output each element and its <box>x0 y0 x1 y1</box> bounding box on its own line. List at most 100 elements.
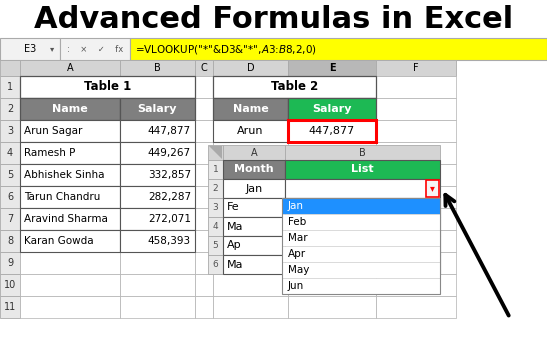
FancyBboxPatch shape <box>426 180 439 197</box>
FancyBboxPatch shape <box>195 230 213 252</box>
FancyBboxPatch shape <box>208 236 223 255</box>
FancyBboxPatch shape <box>213 120 288 142</box>
Text: 9: 9 <box>7 258 13 268</box>
FancyBboxPatch shape <box>120 186 195 208</box>
Text: Mar: Mar <box>288 233 307 243</box>
FancyBboxPatch shape <box>213 98 288 120</box>
FancyBboxPatch shape <box>213 186 288 208</box>
FancyBboxPatch shape <box>120 230 195 252</box>
FancyBboxPatch shape <box>285 236 440 255</box>
FancyBboxPatch shape <box>213 76 288 98</box>
Text: List: List <box>351 165 374 174</box>
FancyBboxPatch shape <box>0 230 20 252</box>
FancyBboxPatch shape <box>20 98 120 120</box>
FancyBboxPatch shape <box>120 142 195 164</box>
Text: 2: 2 <box>213 184 218 193</box>
Text: Fe: Fe <box>227 203 240 213</box>
FancyBboxPatch shape <box>20 164 120 186</box>
Text: 1: 1 <box>213 165 218 174</box>
FancyBboxPatch shape <box>213 164 288 186</box>
FancyBboxPatch shape <box>20 142 120 164</box>
Text: =VLOOKUP("*"&D3&"*",$A$3:$B$8,2,0): =VLOOKUP("*"&D3&"*",$A$3:$B$8,2,0) <box>135 42 317 55</box>
FancyBboxPatch shape <box>376 230 456 252</box>
Text: B: B <box>154 63 161 73</box>
FancyBboxPatch shape <box>120 120 195 142</box>
FancyBboxPatch shape <box>288 208 376 230</box>
FancyBboxPatch shape <box>130 38 547 60</box>
Text: Name: Name <box>52 104 88 114</box>
FancyBboxPatch shape <box>195 60 213 76</box>
FancyBboxPatch shape <box>285 198 440 217</box>
FancyBboxPatch shape <box>223 236 285 255</box>
FancyBboxPatch shape <box>282 214 440 230</box>
Text: Table 2: Table 2 <box>271 80 318 94</box>
FancyBboxPatch shape <box>20 164 120 186</box>
FancyBboxPatch shape <box>120 76 195 98</box>
FancyBboxPatch shape <box>20 186 120 208</box>
FancyBboxPatch shape <box>213 98 288 120</box>
FancyBboxPatch shape <box>376 76 456 98</box>
Text: 4: 4 <box>213 222 218 231</box>
Text: Name: Name <box>232 104 269 114</box>
FancyBboxPatch shape <box>0 296 20 318</box>
FancyBboxPatch shape <box>208 198 223 217</box>
FancyBboxPatch shape <box>0 208 20 230</box>
FancyBboxPatch shape <box>376 120 456 142</box>
FancyBboxPatch shape <box>0 98 20 120</box>
FancyBboxPatch shape <box>223 179 285 198</box>
FancyBboxPatch shape <box>208 217 223 236</box>
Text: 282,287: 282,287 <box>148 192 191 202</box>
FancyBboxPatch shape <box>120 252 195 274</box>
Text: E3: E3 <box>24 44 36 54</box>
FancyBboxPatch shape <box>120 164 195 186</box>
Text: E: E <box>329 63 335 73</box>
FancyBboxPatch shape <box>288 76 376 98</box>
FancyBboxPatch shape <box>288 60 376 76</box>
Text: Salary: Salary <box>312 104 352 114</box>
FancyBboxPatch shape <box>376 274 456 296</box>
FancyBboxPatch shape <box>20 252 120 274</box>
FancyBboxPatch shape <box>282 230 440 246</box>
FancyBboxPatch shape <box>288 230 376 252</box>
Text: 458,393: 458,393 <box>148 236 191 246</box>
Text: :    ×    ✓    fx: : × ✓ fx <box>67 45 123 54</box>
Text: Karan Gowda: Karan Gowda <box>24 236 94 246</box>
FancyBboxPatch shape <box>288 164 376 186</box>
FancyBboxPatch shape <box>195 252 213 274</box>
Text: A: A <box>251 148 257 158</box>
Text: Ma: Ma <box>227 221 243 231</box>
FancyBboxPatch shape <box>282 278 440 294</box>
FancyBboxPatch shape <box>285 145 440 160</box>
FancyBboxPatch shape <box>288 120 376 142</box>
FancyBboxPatch shape <box>0 252 20 274</box>
FancyBboxPatch shape <box>195 208 213 230</box>
FancyBboxPatch shape <box>282 262 440 278</box>
FancyBboxPatch shape <box>20 120 120 142</box>
FancyBboxPatch shape <box>0 274 20 296</box>
FancyBboxPatch shape <box>20 208 120 230</box>
FancyBboxPatch shape <box>195 186 213 208</box>
Text: May: May <box>288 265 310 275</box>
FancyBboxPatch shape <box>120 208 195 230</box>
Text: 3: 3 <box>7 126 13 136</box>
Text: 2: 2 <box>7 104 13 114</box>
FancyBboxPatch shape <box>20 60 120 76</box>
FancyBboxPatch shape <box>0 76 20 98</box>
Text: Feb: Feb <box>288 217 306 227</box>
FancyBboxPatch shape <box>208 255 223 274</box>
FancyBboxPatch shape <box>213 296 288 318</box>
Text: 6: 6 <box>213 260 218 269</box>
FancyBboxPatch shape <box>208 179 223 198</box>
Text: 4: 4 <box>7 148 13 158</box>
Text: Ap: Ap <box>227 240 242 251</box>
Text: Abhishek Sinha: Abhishek Sinha <box>24 170 104 180</box>
FancyBboxPatch shape <box>120 60 195 76</box>
Text: 8: 8 <box>7 236 13 246</box>
FancyBboxPatch shape <box>120 230 195 252</box>
FancyBboxPatch shape <box>285 217 440 236</box>
Text: B: B <box>359 148 366 158</box>
Text: 1: 1 <box>7 82 13 92</box>
FancyBboxPatch shape <box>376 60 456 76</box>
FancyBboxPatch shape <box>288 98 376 120</box>
FancyBboxPatch shape <box>208 160 223 179</box>
